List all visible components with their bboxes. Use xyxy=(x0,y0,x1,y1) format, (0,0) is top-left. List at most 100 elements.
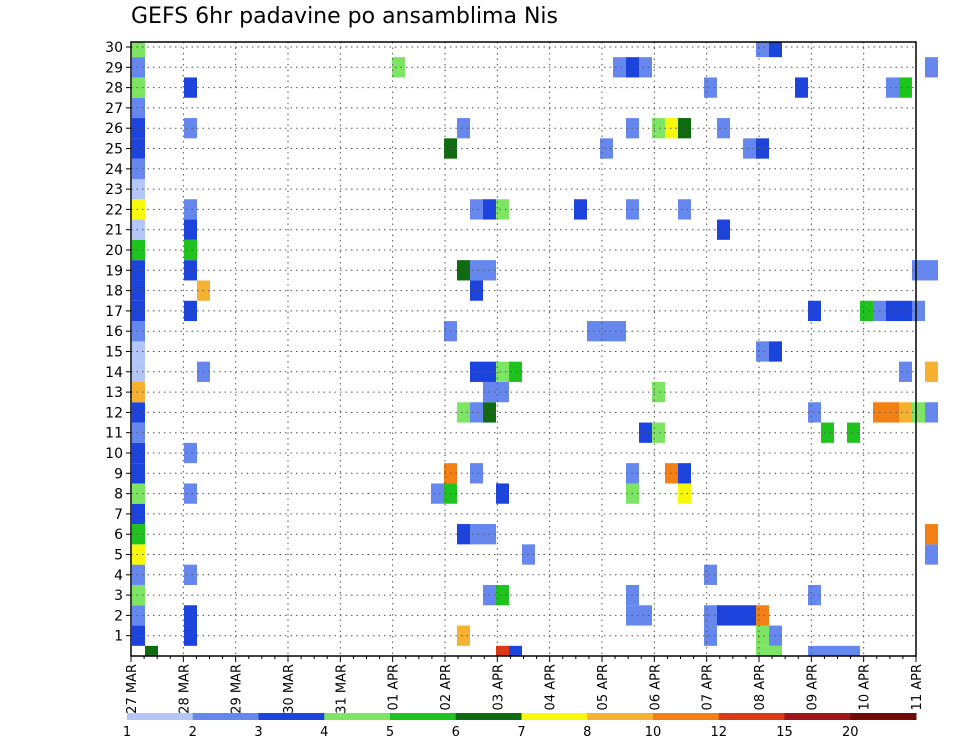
precip-cell xyxy=(132,321,145,342)
precip-cell xyxy=(132,463,145,484)
precip-cell xyxy=(756,42,769,58)
precip-cell xyxy=(574,199,587,220)
x-tick-label: 27 MAR xyxy=(125,664,140,714)
precip-cell xyxy=(184,442,197,464)
colorbar-label: 4 xyxy=(320,725,328,740)
precip-cell xyxy=(639,422,652,443)
x-tick-label: 02 APR xyxy=(439,664,454,710)
precip-cell xyxy=(457,625,470,646)
x-tick-label: 28 MAR xyxy=(177,664,192,714)
precip-cell xyxy=(925,57,938,78)
precip-cell xyxy=(925,260,938,281)
y-tick-label: 18 xyxy=(105,284,123,300)
y-tick-label: 4 xyxy=(114,568,123,584)
precip-cell xyxy=(132,584,145,606)
precip-cell xyxy=(184,300,197,322)
precip-cell xyxy=(613,321,626,342)
y-tick-label: 15 xyxy=(105,345,123,361)
precip-cell xyxy=(132,483,145,504)
precip-cell xyxy=(457,402,470,423)
colorbar-legend: 1 2 3 4 5 6 7 8 10 12 15 20 xyxy=(123,713,917,740)
x-tick-label: 11 APR xyxy=(910,664,925,710)
colorbar-swatch xyxy=(784,713,851,720)
y-tick-label: 6 xyxy=(114,527,123,543)
colorbar-label: 2 xyxy=(189,725,197,740)
precip-cell xyxy=(795,77,808,98)
precip-cell xyxy=(652,381,665,403)
precip-cell xyxy=(496,361,509,382)
precip-cell xyxy=(652,422,665,443)
y-tick-label: 23 xyxy=(105,182,123,198)
precip-cell xyxy=(496,381,509,403)
precip-cell xyxy=(132,625,145,646)
precip-cell xyxy=(847,645,860,656)
y-tick-label: 21 xyxy=(105,223,123,239)
precip-cell xyxy=(184,118,197,139)
x-tick-label: 04 APR xyxy=(544,664,559,710)
precip-cell xyxy=(756,625,769,646)
precip-cell xyxy=(509,361,522,382)
precip-cell xyxy=(860,300,873,322)
precip-cell xyxy=(912,260,925,281)
precip-cell xyxy=(132,544,145,565)
y-tick-label: 14 xyxy=(105,365,123,381)
precip-cell xyxy=(132,178,145,200)
precip-cell xyxy=(132,280,145,301)
precip-cell xyxy=(886,300,899,322)
colorbar-swatch xyxy=(390,713,457,720)
precip-cell xyxy=(899,77,912,98)
x-tick-label: 07 APR xyxy=(701,664,716,710)
precip-cell xyxy=(678,483,691,504)
precip-cell xyxy=(704,564,717,585)
precip-cell xyxy=(704,605,717,626)
precip-cell xyxy=(132,524,145,545)
precip-cell xyxy=(704,625,717,646)
precip-cell xyxy=(496,645,509,656)
chart-title: GEFS 6hr padavine po ansamblima Nis xyxy=(131,4,558,29)
precip-cell xyxy=(470,402,483,423)
precip-cell xyxy=(808,645,821,656)
precip-cell xyxy=(756,645,769,656)
precip-cell xyxy=(925,524,938,545)
precip-cell xyxy=(821,422,834,443)
precip-cell xyxy=(717,118,730,139)
colorbar-label: 5 xyxy=(386,725,394,740)
precip-cell xyxy=(600,321,613,342)
precip-cell xyxy=(132,564,145,585)
x-tick-label: 30 MAR xyxy=(282,664,297,714)
precip-cell xyxy=(899,402,912,423)
precip-cell xyxy=(132,199,145,220)
precip-cell xyxy=(132,361,145,382)
precip-cell xyxy=(847,422,860,443)
x-axis: 27 MAR 28 MAR 29 MAR 30 MAR 31 MAR 01 APR 02 A… xyxy=(125,656,925,714)
y-tick-label: 10 xyxy=(105,446,123,462)
precip-cell xyxy=(743,138,756,159)
precip-cell xyxy=(912,402,925,423)
precip-cell xyxy=(184,605,197,626)
precip-cell xyxy=(431,483,444,504)
y-tick-label: 17 xyxy=(105,304,123,320)
precip-cell xyxy=(132,402,145,423)
precip-cell xyxy=(132,260,145,281)
colorbar-swatch xyxy=(324,713,391,720)
precip-cell xyxy=(132,42,145,58)
colorbar-label: 20 xyxy=(842,725,859,740)
colorbar-label: 10 xyxy=(645,725,662,740)
precip-cell xyxy=(457,118,470,139)
precip-cell xyxy=(600,138,613,159)
x-tick-label: 29 MAR xyxy=(230,664,245,714)
colorbar-label: 8 xyxy=(583,725,591,740)
precip-cell xyxy=(184,77,197,98)
x-tick-label: 08 APR xyxy=(753,664,768,710)
precip-cell xyxy=(899,300,912,322)
precip-cell xyxy=(743,605,756,626)
precip-cell xyxy=(132,381,145,403)
precip-cell xyxy=(132,503,145,525)
precip-cell xyxy=(184,199,197,220)
colorbar-swatch xyxy=(653,713,720,720)
precip-cell xyxy=(132,97,145,119)
precip-cell xyxy=(639,605,652,626)
precip-cell xyxy=(132,239,145,261)
precip-cell xyxy=(704,77,717,98)
